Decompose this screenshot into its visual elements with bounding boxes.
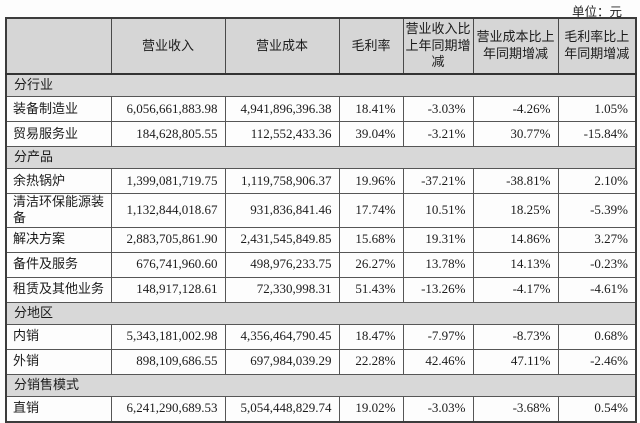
section-label: 分销售模式 bbox=[5, 373, 637, 397]
margin-cell: 22.28% bbox=[338, 348, 404, 375]
table-row: 余热锅炉 1,399,081,719.75 1,119,758,906.37 1… bbox=[5, 168, 637, 194]
table-row: 备件及服务 676,741,960.60 498,976,233.75 26.2… bbox=[5, 251, 637, 278]
revenue-cell: 1,399,081,719.75 bbox=[110, 168, 226, 194]
cost-change-cell: 14.86% bbox=[472, 226, 559, 253]
revenue-change-cell: 10.51% bbox=[402, 193, 474, 228]
section-row-region: 分地区 bbox=[5, 301, 637, 325]
margin-cell: 51.43% bbox=[338, 276, 404, 303]
row-label: 内销 bbox=[5, 323, 112, 350]
table-row: 解决方案 2,883,705,861.90 2,431,545,849.85 1… bbox=[5, 226, 637, 253]
margin-cell: 17.74% bbox=[338, 193, 404, 228]
section-label: 分行业 bbox=[5, 73, 637, 97]
revenue-cell: 898,109,686.55 bbox=[110, 348, 226, 375]
row-label: 租赁及其他业务 bbox=[5, 276, 112, 303]
financial-breakdown-table: 营业收入 营业成本 毛利率 营业收入比上年同期增减 营业成本比上年同期增减 毛利… bbox=[5, 17, 637, 423]
revenue-cell: 6,056,661,883.98 bbox=[110, 96, 226, 122]
row-label: 贸易服务业 bbox=[5, 121, 112, 147]
margin-change-cell: -5.39% bbox=[557, 193, 637, 228]
revenue-cell: 1,132,844,018.67 bbox=[110, 193, 226, 228]
table-row: 贸易服务业 184,628,805.55 112,552,433.36 39.0… bbox=[5, 121, 637, 147]
revenue-cell: 2,883,705,861.90 bbox=[110, 226, 226, 253]
cost-change-cell: 30.77% bbox=[472, 121, 559, 147]
cost-change-cell: 47.11% bbox=[472, 348, 559, 375]
section-row-product: 分产品 bbox=[5, 146, 637, 169]
table-row: 租赁及其他业务 148,917,128.61 72,330,998.31 51.… bbox=[5, 276, 637, 303]
margin-change-cell: 1.05% bbox=[557, 96, 637, 122]
section-row-sales-model: 分销售模式 bbox=[5, 373, 637, 397]
row-label: 余热锅炉 bbox=[5, 168, 112, 194]
margin-cell: 18.47% bbox=[338, 323, 404, 350]
section-label: 分地区 bbox=[5, 301, 637, 325]
row-label: 清洁环保能源装备 bbox=[5, 193, 112, 228]
cost-change-cell: -4.17% bbox=[472, 276, 559, 303]
column-header-margin-change: 毛利率比上年同期增减 bbox=[557, 17, 637, 75]
cost-change-cell: 14.13% bbox=[472, 251, 559, 278]
column-header-revenue-change: 营业收入比上年同期增减 bbox=[402, 17, 474, 75]
table-row: 清洁环保能源装备 1,132,844,018.67 931,836,841.46… bbox=[5, 193, 637, 228]
cost-cell: 4,941,896,396.38 bbox=[224, 96, 340, 122]
cost-cell: 112,552,433.36 bbox=[224, 121, 340, 147]
revenue-change-cell: 42.46% bbox=[402, 348, 474, 375]
revenue-change-cell: -3.03% bbox=[402, 96, 474, 122]
row-label: 装备制造业 bbox=[5, 96, 112, 122]
margin-change-cell: -0.23% bbox=[557, 251, 637, 278]
margin-cell: 39.04% bbox=[338, 121, 404, 147]
revenue-change-cell: -7.97% bbox=[402, 323, 474, 350]
section-row-industry: 分行业 bbox=[5, 73, 637, 97]
cost-cell: 72,330,998.31 bbox=[224, 276, 340, 303]
revenue-cell: 5,343,181,002.98 bbox=[110, 323, 226, 350]
margin-cell: 18.41% bbox=[338, 96, 404, 122]
column-header-empty bbox=[5, 17, 112, 75]
table-row: 装备制造业 6,056,661,883.98 4,941,896,396.38 … bbox=[5, 96, 637, 122]
revenue-change-cell: 13.78% bbox=[402, 251, 474, 278]
column-header-cost-change: 营业成本比上年同期增减 bbox=[472, 17, 559, 75]
cost-cell: 931,836,841.46 bbox=[224, 193, 340, 228]
revenue-change-cell: -3.21% bbox=[402, 121, 474, 147]
cost-change-cell: -38.81% bbox=[472, 168, 559, 194]
section-label: 分产品 bbox=[5, 146, 637, 169]
margin-cell: 19.96% bbox=[338, 168, 404, 194]
margin-change-cell: -4.61% bbox=[557, 276, 637, 303]
margin-change-cell: -15.84% bbox=[557, 121, 637, 147]
margin-change-cell: 3.27% bbox=[557, 226, 637, 253]
row-label: 解决方案 bbox=[5, 226, 112, 253]
margin-cell: 26.27% bbox=[338, 251, 404, 278]
column-header-revenue: 营业收入 bbox=[110, 17, 226, 75]
cost-cell: 2,431,545,849.85 bbox=[224, 226, 340, 253]
cost-cell: 498,976,233.75 bbox=[224, 251, 340, 278]
revenue-cell: 184,628,805.55 bbox=[110, 121, 226, 147]
table-row: 内销 5,343,181,002.98 4,356,464,790.45 18.… bbox=[5, 323, 637, 350]
cost-cell: 1,119,758,906.37 bbox=[224, 168, 340, 194]
margin-change-cell: 0.68% bbox=[557, 323, 637, 350]
margin-change-cell: 2.10% bbox=[557, 168, 637, 194]
cost-cell: 697,984,039.29 bbox=[224, 348, 340, 375]
cost-cell: 4,356,464,790.45 bbox=[224, 323, 340, 350]
margin-change-cell: -2.46% bbox=[557, 348, 637, 375]
revenue-change-cell: -13.26% bbox=[402, 276, 474, 303]
cost-change-cell: 18.25% bbox=[472, 193, 559, 228]
margin-cell: 15.68% bbox=[338, 226, 404, 253]
cost-change-cell: -4.26% bbox=[472, 96, 559, 122]
header-row: 营业收入 营业成本 毛利率 营业收入比上年同期增减 营业成本比上年同期增减 毛利… bbox=[5, 17, 637, 75]
table-row: 外销 898,109,686.55 697,984,039.29 22.28% … bbox=[5, 348, 637, 375]
column-header-margin: 毛利率 bbox=[338, 17, 404, 75]
column-header-cost: 营业成本 bbox=[224, 17, 340, 75]
revenue-change-cell: -37.21% bbox=[402, 168, 474, 194]
revenue-change-cell: 19.31% bbox=[402, 226, 474, 253]
row-label: 备件及服务 bbox=[5, 251, 112, 278]
unit-label: 单位：元 bbox=[571, 5, 622, 19]
revenue-cell: 676,741,960.60 bbox=[110, 251, 226, 278]
revenue-cell: 148,917,128.61 bbox=[110, 276, 226, 303]
row-label: 外销 bbox=[5, 348, 112, 375]
cost-change-cell: -8.73% bbox=[472, 323, 559, 350]
